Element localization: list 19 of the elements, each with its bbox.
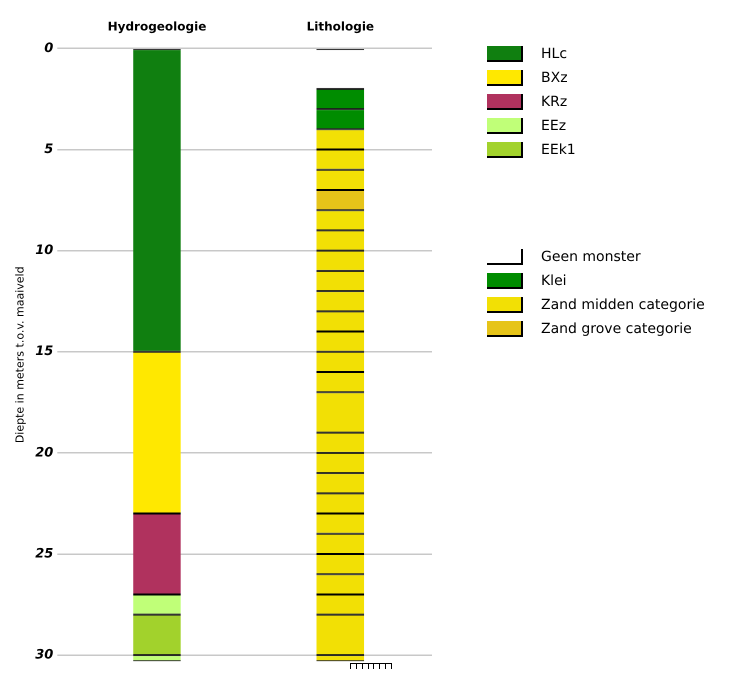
- legend-label: Klei: [541, 273, 567, 289]
- y-tick-label: 10: [35, 243, 54, 258]
- y-axis-title: Diepte in meters t.o.v. maaiveld: [13, 266, 26, 444]
- y-tick-label: 15: [35, 344, 54, 360]
- legend-label: Zand midden categorie: [541, 297, 705, 313]
- legend-label: EEz: [541, 118, 566, 134]
- y-tick-label: 0: [44, 40, 54, 56]
- legend-label: Geen monster: [541, 249, 641, 265]
- legend-label: Zand grove categorie: [541, 321, 692, 337]
- legend-label: KRz: [541, 94, 568, 110]
- x-tick-label: Lithologie: [306, 19, 374, 34]
- legend-label: BXz: [541, 70, 568, 86]
- legend-label: HLc: [541, 46, 568, 62]
- y-tick-label: 25: [35, 546, 54, 562]
- y-tick-label: 20: [35, 445, 54, 460]
- y-tick-label: 5: [44, 142, 54, 157]
- y-tick-label: 30: [35, 648, 54, 663]
- x-tick-label: Hydrogeologie: [108, 19, 206, 34]
- legend-label: EEk1: [541, 142, 576, 158]
